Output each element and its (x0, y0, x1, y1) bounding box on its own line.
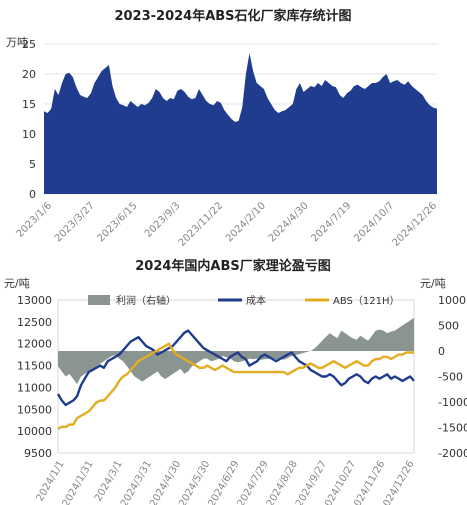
inventory-area (44, 53, 437, 194)
inventory-y-tick: 0 (29, 188, 36, 201)
legend-profit-swatch (88, 295, 110, 305)
profit-left-y-tick: 11000 (17, 381, 52, 394)
inventory-x-tick: 2024/4/30 (267, 200, 311, 244)
profit-right-y-tick: 1000 (438, 294, 466, 307)
inventory-x-tick: 2023/11/22 (177, 200, 226, 249)
inventory-x-tick: 2024/7/19 (310, 200, 354, 244)
profit-area (58, 317, 414, 385)
profit-right-y-tick: -1000 (438, 396, 467, 409)
inventory-x-tick: 2023/9/3 (143, 200, 183, 240)
profit-left-y-tick: 12500 (17, 316, 52, 329)
profit-left-unit: 元/吨 (4, 277, 30, 290)
profit-x-tick: 2024/5/30 (177, 459, 212, 505)
legend-profit: 利润（右轴） (88, 294, 176, 307)
profit-right-y-tick: -500 (438, 371, 463, 384)
inventory-chart-title: 2023-2024年ABS石化厂家库存统计图 (114, 8, 351, 24)
profit-left-y-tick: 12000 (17, 338, 52, 351)
profit-x-tick: 2024/1/1 (35, 459, 67, 503)
profit-right-unit: 元/吨 (420, 277, 446, 290)
profit-chart-title: 2024年国内ABS厂家理论盈亏图 (135, 258, 331, 274)
profit-left-y-tick: 9500 (24, 447, 52, 460)
inventory-y-tick: 5 (29, 158, 36, 171)
profit-x-tick: 2024/1/31 (61, 459, 96, 505)
profit-left-y-tick: 13000 (17, 294, 52, 307)
profit-left-y-tick: 10500 (17, 403, 52, 416)
inventory-x-tick: 2023/1/6 (15, 200, 55, 240)
inventory-y-tick: 20 (22, 68, 36, 81)
inventory-x-tick: 2024/2/10 (224, 200, 268, 244)
inventory-chart-svg: 2023-2024年ABS石化厂家库存统计图 万吨 0 5 10 15 20 25 202… (6, 8, 440, 249)
profit-right-y-tick: -1500 (438, 422, 467, 435)
profit-x-tick: 2024/7/29 (236, 459, 271, 505)
inventory-y-tick: 25 (22, 38, 36, 51)
legend-abs-price: ABS（121H） (305, 295, 399, 307)
profit-x-tick: 2024/8/28 (265, 459, 300, 505)
inventory-y-tick: 15 (22, 98, 36, 111)
profit-x-tick: 2024/6/29 (206, 459, 241, 505)
inventory-x-tick: 2023/6/15 (96, 200, 140, 244)
abs-price-line (57, 342, 414, 431)
legend-cost: 成本 (218, 294, 266, 307)
cost-line (56, 329, 415, 407)
profit-right-y-tick: -2000 (438, 447, 467, 460)
profit-x-tick: 2024/4/30 (148, 459, 183, 505)
profit-chart-svg: 2024年国内ABS厂家理论盈亏图 元/吨 元/吨 95001000010500… (4, 258, 467, 505)
profit-left-y-tick: 11500 (17, 360, 52, 373)
profit-x-tick: 2024/3/1 (93, 459, 125, 503)
inventory-y-tick: 10 (22, 128, 36, 141)
inventory-chart: 2023-2024年ABS石化厂家库存统计图 万吨 0 5 10 15 20 25 202… (6, 8, 440, 249)
inventory-y-unit: 万吨 (6, 36, 28, 49)
inventory-x-tick: 2023/3/27 (53, 200, 97, 244)
legend-abs-price-label: ABS（121H） (333, 295, 399, 307)
profit-x-tick: 2024/9/27 (294, 459, 329, 505)
legend-cost-label: 成本 (246, 294, 266, 307)
profit-right-y-tick: 0 (438, 345, 445, 358)
inventory-x-tick: 2024/12/26 (391, 200, 440, 249)
profit-right-y-tick: 500 (438, 320, 459, 333)
profit-left-y-tick: 10000 (17, 425, 52, 438)
legend-profit-label: 利润（右轴） (116, 294, 176, 307)
profit-x-tick: 2024/3/31 (119, 459, 154, 505)
profit-chart: 2024年国内ABS厂家理论盈亏图 元/吨 元/吨 9500 10000 10500… (0, 253, 467, 505)
inventory-x-tick: 2024/10/7 (352, 200, 396, 244)
